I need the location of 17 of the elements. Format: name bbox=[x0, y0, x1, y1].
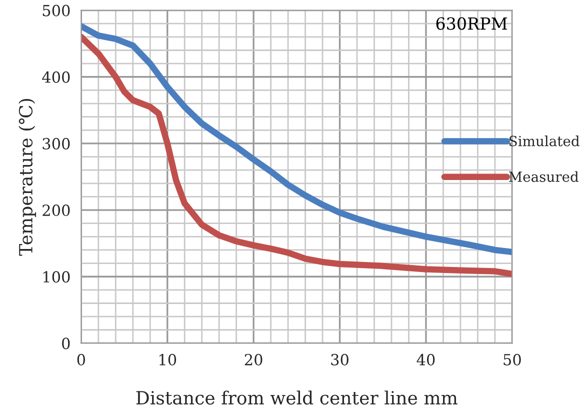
x-tick-label: 40 bbox=[416, 354, 435, 366]
y-tick-label: 500 bbox=[42, 4, 70, 16]
y-tick-label: 0 bbox=[62, 338, 70, 350]
x-tick-label: 10 bbox=[160, 354, 176, 366]
annotation: 630RPM bbox=[436, 17, 508, 30]
y-tick-label: 300 bbox=[42, 138, 70, 150]
legend-label: Simulated bbox=[510, 136, 580, 146]
y-tick-label: 200 bbox=[42, 204, 70, 216]
x-tick-label: 50 bbox=[504, 354, 521, 366]
y-tick-label: 100 bbox=[43, 271, 70, 283]
x-tick-label: 20 bbox=[244, 354, 262, 366]
x-axis-title: Distance from weld center line mm bbox=[136, 390, 458, 405]
y-axis-title: Temperature (℃) bbox=[18, 99, 36, 256]
y-tick-label: 400 bbox=[42, 71, 70, 83]
x-tick-label: 30 bbox=[331, 354, 348, 366]
x-tick-label: 0 bbox=[77, 354, 86, 366]
legend-label: Measured bbox=[509, 171, 578, 182]
